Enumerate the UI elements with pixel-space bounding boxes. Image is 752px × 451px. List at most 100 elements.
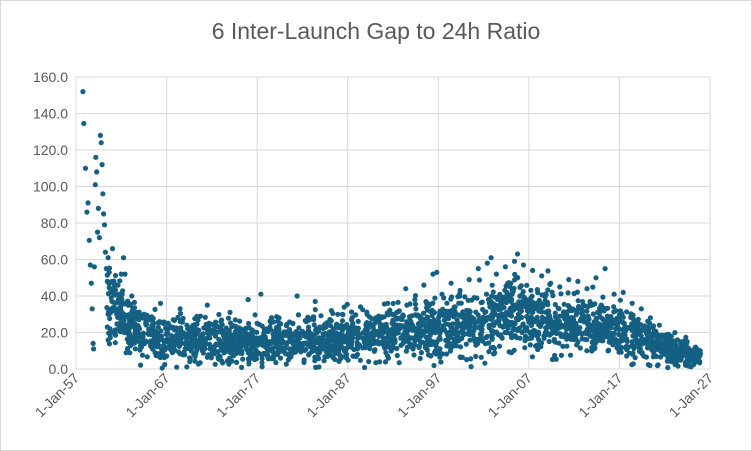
data-point	[409, 313, 415, 319]
data-point	[530, 316, 536, 322]
data-point	[435, 319, 442, 325]
data-point	[592, 327, 598, 333]
data-point	[413, 306, 419, 312]
data-point	[496, 320, 502, 326]
data-point	[167, 345, 173, 351]
data-point	[171, 345, 177, 351]
data-point	[449, 312, 455, 318]
data-point	[98, 140, 104, 146]
data-point	[569, 307, 575, 314]
data-point	[432, 323, 438, 329]
data-point	[136, 326, 142, 332]
data-point	[498, 312, 504, 318]
data-point	[493, 271, 499, 277]
data-point	[665, 331, 672, 337]
data-point	[462, 294, 468, 300]
data-point	[432, 295, 438, 301]
data-point	[591, 319, 597, 325]
data-point	[545, 323, 551, 329]
data-point	[169, 350, 175, 356]
data-point	[132, 346, 138, 352]
data-point	[600, 317, 606, 323]
data-point	[400, 312, 406, 318]
data-point	[195, 361, 201, 367]
data-point	[321, 358, 327, 364]
data-point	[385, 355, 391, 361]
data-point	[131, 299, 137, 305]
data-point	[318, 313, 324, 319]
data-point	[286, 346, 293, 352]
data-point	[629, 339, 635, 345]
data-point	[479, 320, 485, 327]
data-point	[151, 320, 157, 326]
data-point	[271, 355, 277, 362]
data-point	[541, 335, 547, 341]
data-point	[264, 349, 271, 355]
data-point	[517, 335, 523, 341]
data-point	[335, 311, 341, 317]
data-point	[434, 269, 440, 275]
data-point	[537, 342, 543, 348]
data-point	[102, 249, 108, 255]
data-point	[425, 328, 431, 334]
data-point	[259, 360, 265, 366]
data-point	[388, 348, 394, 354]
data-point	[182, 334, 188, 340]
data-point	[545, 268, 551, 274]
data-point	[568, 320, 574, 326]
data-point	[670, 348, 676, 354]
data-point	[464, 315, 470, 321]
data-point	[381, 343, 387, 349]
data-point	[160, 352, 167, 358]
data-point	[134, 316, 140, 322]
data-point	[84, 209, 90, 215]
data-point	[436, 314, 442, 321]
data-point	[570, 315, 576, 321]
data-point	[654, 363, 661, 369]
data-point	[567, 352, 574, 358]
data-point	[381, 314, 387, 320]
data-point	[439, 351, 445, 357]
data-point	[117, 306, 124, 312]
data-point	[536, 297, 542, 303]
data-point	[255, 350, 261, 356]
data-point	[412, 301, 419, 307]
data-point	[273, 325, 279, 331]
data-point	[693, 344, 699, 350]
y-tick-label: 60.0	[41, 252, 68, 268]
data-point	[473, 353, 479, 359]
data-point	[616, 331, 622, 338]
data-point	[529, 354, 536, 360]
data-point	[439, 291, 445, 297]
data-point	[311, 314, 317, 320]
data-point	[552, 319, 558, 325]
data-point	[575, 329, 581, 335]
data-point	[617, 308, 624, 314]
data-point	[510, 302, 516, 308]
data-point	[582, 315, 588, 321]
data-point	[471, 295, 477, 301]
data-point	[105, 255, 111, 261]
data-point	[378, 325, 384, 331]
data-point	[490, 321, 496, 327]
data-point	[350, 335, 356, 341]
data-point	[488, 293, 495, 299]
data-point	[343, 355, 350, 361]
data-point	[126, 323, 132, 329]
data-point	[96, 235, 102, 241]
data-point	[104, 278, 110, 284]
data-point	[561, 301, 567, 307]
data-point	[312, 307, 318, 313]
data-point	[197, 313, 204, 319]
data-point	[139, 352, 146, 358]
data-point	[168, 324, 174, 330]
data-point	[378, 333, 384, 339]
data-point	[130, 338, 137, 344]
x-axis-tick-labels: 1-Jan-57 1-Jan-67 1-Jan-77 1-Jan-87 1-Jan-97…	[32, 370, 717, 421]
data-point	[630, 361, 636, 367]
data-point	[236, 329, 242, 336]
data-point	[389, 334, 395, 340]
data-point	[611, 304, 617, 310]
data-point	[95, 205, 101, 211]
data-point	[99, 162, 105, 168]
